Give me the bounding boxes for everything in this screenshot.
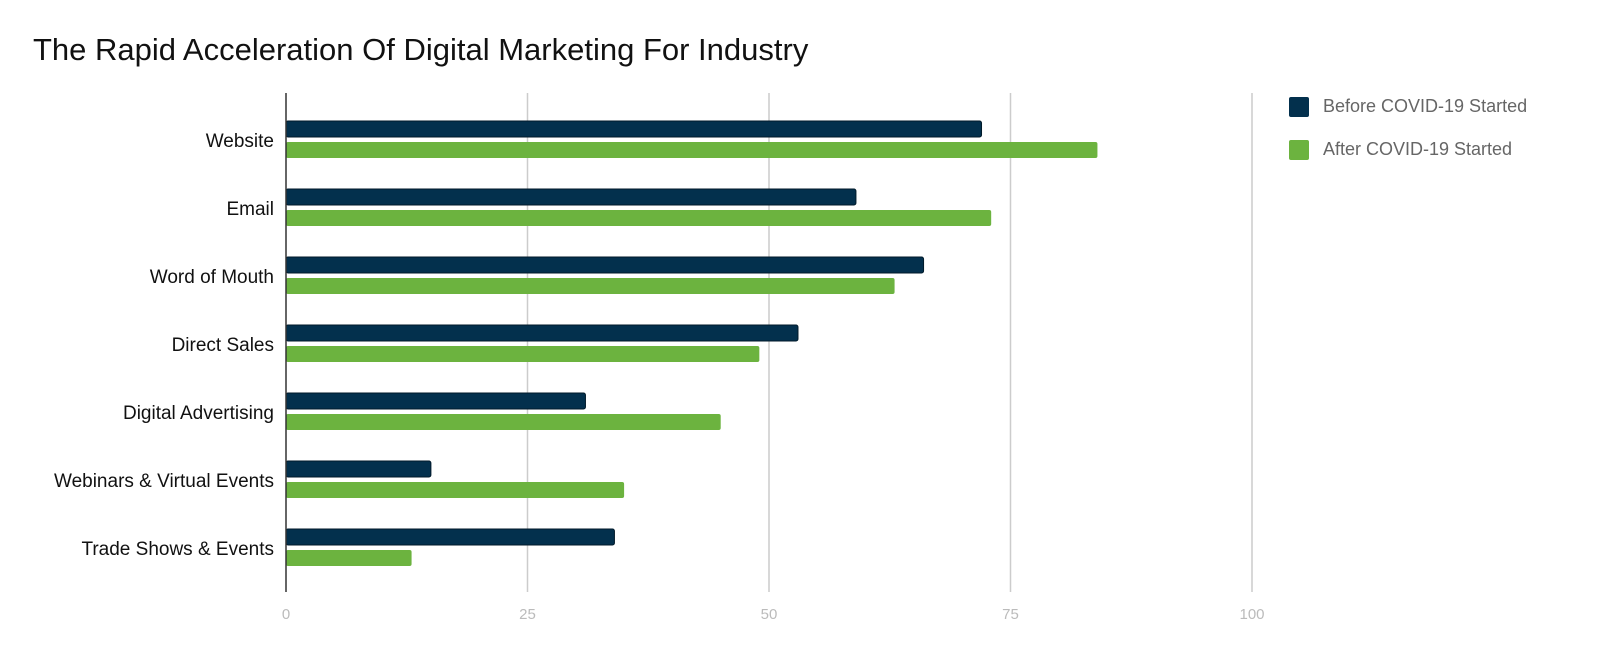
legend-swatch-before: [1289, 96, 1309, 117]
x-tick-label: 25: [519, 606, 536, 623]
bar-after: [286, 210, 992, 226]
bar-after: [286, 278, 895, 294]
bar-after: [286, 142, 1098, 158]
bar-after: [286, 346, 760, 362]
legend-item-before: Before COVID-19 Started: [1289, 96, 1527, 117]
legend-label-after: After COVID-19 Started: [1323, 139, 1513, 159]
bar-before: [285, 120, 983, 138]
bar-before: [285, 460, 432, 478]
category-label: Digital Advertising: [123, 403, 274, 424]
legend-label-before: Before COVID-19 Started: [1323, 96, 1528, 116]
x-tick-label: 0: [282, 606, 290, 623]
bar-before: [285, 528, 615, 546]
legend-item-after: After COVID-19 Started: [1289, 139, 1512, 160]
x-tick-label: 50: [761, 606, 778, 623]
category-label: Word of Mouth: [150, 267, 274, 288]
bar-before: [285, 256, 925, 274]
chart-title: The Rapid Acceleration Of Digital Market…: [33, 32, 809, 67]
category-label: Trade Shows & Events: [81, 539, 274, 560]
bar-after: [286, 482, 625, 498]
bar-after: [286, 414, 721, 430]
bar-before: [285, 392, 586, 410]
category-label: Direct Sales: [172, 335, 274, 356]
category-label: Website: [206, 131, 274, 152]
bar-before: [285, 188, 857, 206]
category-label: Webinars & Virtual Events: [54, 471, 274, 492]
category-label: Email: [226, 199, 274, 220]
bar-before: [285, 324, 799, 342]
bar-after: [286, 550, 412, 566]
x-tick-label: 100: [1239, 606, 1264, 623]
legend-swatch-after: [1289, 139, 1309, 160]
x-tick-label: 75: [1002, 606, 1019, 623]
